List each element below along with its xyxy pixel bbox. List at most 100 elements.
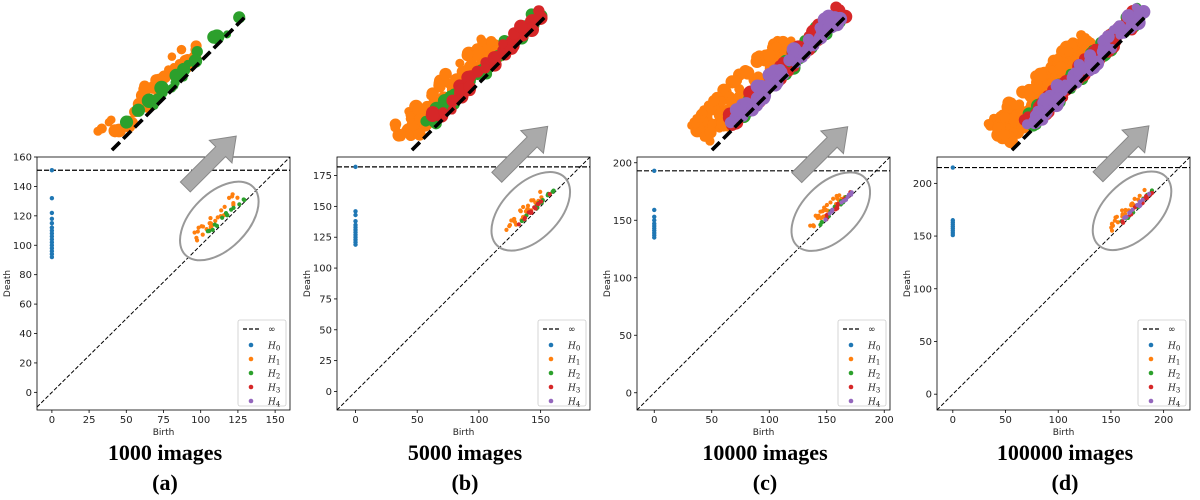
zoom-h1-point [412,103,426,117]
h0-point [950,232,956,238]
h1-point [195,229,200,234]
y-tick-label: 20 [19,358,32,369]
zoom-h3-point [498,39,508,49]
y-tick-label: 75 [319,294,332,305]
x-tick-label: 25 [83,415,96,426]
zoom-h1-point [1063,46,1074,57]
zoom-inset [93,11,249,152]
legend-h1-label: H1 [1167,356,1180,367]
legend-h2-swatch [248,370,254,376]
legend-h1-label: H1 [267,356,280,367]
h1-point [235,195,240,200]
h3-point [536,201,541,207]
y-tick-label: 0 [626,388,632,399]
h0-point [49,216,55,221]
h0-point [353,242,358,247]
h1-point [1109,228,1115,233]
h2-point [210,227,215,232]
h0-point [49,254,55,260]
h1-point [208,216,213,221]
x-tick-label: 100 [1049,415,1068,426]
x-tick-label: 150 [531,415,550,426]
zoom-h3-point [461,70,476,85]
h1-point [219,208,224,213]
h4-point [1147,191,1152,196]
zoom-h4-point [1124,20,1138,33]
y-tick-label: 60 [19,300,32,311]
h2-point [242,197,247,203]
h1-point [1113,215,1118,220]
h2-point [212,222,217,227]
plot-frame [336,156,591,411]
zoom-h1-point [728,75,741,88]
zoom-h2-point [177,62,191,77]
legend-h4-label: H4 [1167,398,1181,409]
plot-area [637,157,890,410]
legend-h0-label: H0 [867,342,880,353]
y-tick-label: 0 [926,390,932,401]
zoom-h4-point [1050,79,1065,93]
legend-h3-label: H3 [1167,384,1180,395]
zoom-arrow [791,126,849,184]
x-tick-label: 100 [469,415,488,426]
h1-point [1132,196,1137,201]
legend-h1-label: H1 [867,356,880,367]
h3-point [1121,220,1126,225]
h2-point [551,188,556,193]
zoom-h1-point [983,119,994,129]
zoom-h2-point [158,86,168,96]
h1-point [208,221,214,226]
y-tick-label: 150 [613,216,632,227]
legend-h3-swatch [248,384,254,390]
h1-point [529,198,534,203]
caption-b: 5000 images [407,440,523,465]
legend-infinity-label: ∞ [1168,325,1176,335]
zoom-h1-point [1033,67,1048,82]
letter-c: (c) [752,470,778,495]
zoom-h3-point [480,63,491,74]
zoom-h1-point [998,128,1011,141]
zoom-arrow [1092,125,1150,183]
h1-point [538,189,543,194]
h4-point [846,192,852,197]
zoom-inset [687,1,853,152]
zoom-inset [983,2,1151,152]
legend-h2-label: H2 [567,370,580,381]
h0-point [950,165,956,170]
h1-point [194,238,200,243]
zoom-h3-point [491,50,502,61]
h1-point [818,209,823,214]
zoom-h1-point [176,44,187,55]
y-tick-label: 50 [619,331,632,342]
y-tick-label: 80 [19,270,32,281]
plot-area [37,157,290,408]
zoom-ellipse [179,180,260,262]
x-axis-label: Birth [453,428,475,438]
h3-point [522,217,527,222]
zoom-ellipse [790,171,872,252]
letter-a: (a) [152,470,178,495]
x-tick-label: 0 [352,415,358,426]
legend-h2-swatch [1148,370,1154,376]
caption-c: 10000 images [702,440,828,465]
h0-point [49,168,55,173]
zoom-h1-point [740,66,755,80]
letter-b: (b) [451,470,479,495]
plot-frame [636,156,891,411]
y-tick-label: 100 [13,241,32,252]
y-tick-label: 100 [613,273,632,284]
h1-point [231,200,236,206]
zoom-h1-point [708,95,720,107]
zoom-h1-point [762,48,776,62]
h2-point [207,228,212,234]
zoom-h1-point [999,112,1011,123]
legend-h0-swatch [248,342,254,348]
h0-point [652,235,657,240]
h1-point [824,202,830,208]
h2-point [229,207,234,212]
y-tick-label: 125 [313,233,332,244]
zoom-h1-point [455,58,465,68]
x-tick-label: 150 [817,415,836,426]
legend-h3-label: H3 [267,384,280,395]
zoom-h2-point [119,115,134,129]
